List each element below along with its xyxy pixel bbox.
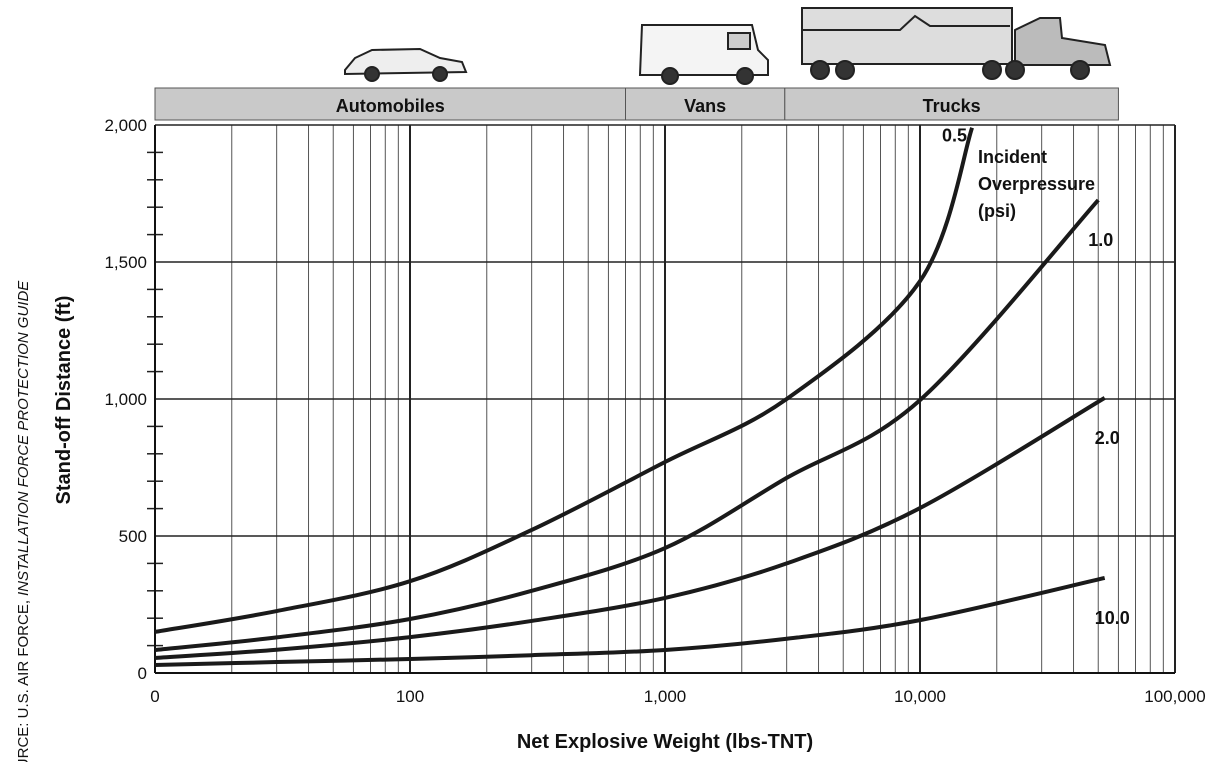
curve xyxy=(155,578,1105,665)
annotation: Incident xyxy=(978,147,1047,167)
y-axis-label: Stand-off Distance (ft) xyxy=(53,296,75,505)
curve-label: 0.5 xyxy=(942,126,967,146)
curve-label: 1.0 xyxy=(1088,230,1113,250)
y-tick-label: 0 xyxy=(138,664,147,683)
x-tick-label: 100 xyxy=(396,687,424,706)
y-tick-label: 1,000 xyxy=(104,390,147,409)
x-axis-label: Net Explosive Weight (lbs-TNT) xyxy=(517,731,813,753)
source: SOURCE: U.S. AIR FORCE, xyxy=(15,600,32,762)
van-icon xyxy=(640,25,768,84)
band-label: Trucks xyxy=(923,96,981,116)
curve-label: 10.0 xyxy=(1095,608,1130,628)
page: {"chart_data": { "type": "line", "source… xyxy=(0,0,1209,762)
x-tick-label: 0 xyxy=(150,687,159,706)
curve xyxy=(155,200,1098,650)
chart: SOURCE: U.S. AIR FORCE, INSTALLATION FOR… xyxy=(0,0,1209,762)
band-label: Vans xyxy=(684,96,726,116)
band-label: Automobiles xyxy=(336,96,445,116)
y-tick-label: 500 xyxy=(119,527,147,546)
y-tick-label: 2,000 xyxy=(104,116,147,135)
annotation: Overpressure xyxy=(978,174,1095,194)
curve-label: 2.0 xyxy=(1095,428,1120,448)
x-tick-label: 100,000 xyxy=(1144,687,1205,706)
x-tick-label: 10,000 xyxy=(894,687,946,706)
curve xyxy=(155,398,1105,658)
y-tick-label: 1,500 xyxy=(104,253,147,272)
x-tick-label: 1,000 xyxy=(644,687,687,706)
car-icon xyxy=(345,49,466,81)
source-title: INSTALLATION FORCE PROTECTION GUIDE xyxy=(15,280,32,596)
truck-icon xyxy=(802,8,1110,79)
annotation: (psi) xyxy=(978,201,1016,221)
